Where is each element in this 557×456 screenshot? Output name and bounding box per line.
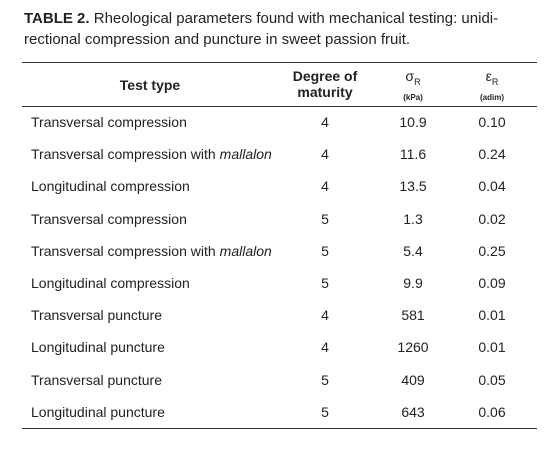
cell-stress: 1260 (397, 339, 429, 356)
header-degree: Degree of maturity (280, 68, 370, 100)
test-text: Transversal compression with (31, 146, 216, 163)
caption-line: rectional compression and puncture in sw… (24, 31, 411, 48)
cell-stress: 13.5 (399, 178, 427, 195)
cell-degree: 4 (321, 307, 329, 324)
cell-test: Longitudinal puncture (31, 337, 291, 357)
cell-strain: 0.02 (478, 210, 506, 227)
cell-strain: 0.04 (478, 178, 506, 195)
header-strain-symbol: εR (462, 68, 522, 90)
cell-strain: 0.01 (478, 339, 506, 356)
cell-strain: 0.05 (478, 371, 506, 388)
cell-strain: 0.10 (478, 114, 506, 130)
cell-test: Transversal compression (31, 209, 291, 229)
cell-stress: 643 (401, 403, 425, 420)
bottom-rule (22, 428, 537, 429)
cell-degree: 5 (321, 210, 329, 227)
cell-stress: 10.9 (399, 114, 427, 130)
header-strain: εR (adim) (462, 68, 522, 106)
cell-stress: 9.9 (403, 275, 423, 291)
subscript: R (414, 76, 421, 87)
cell-test: Transversal compression with mallalon (31, 241, 291, 261)
symbol: σ (405, 68, 415, 84)
header-stress-symbol: σR (383, 68, 443, 90)
cell-test: Transversal puncture (31, 370, 291, 390)
cell-stress: 1.3 (403, 210, 423, 227)
symbol: ε (485, 68, 492, 84)
caption-line: TABLE 2. Rheological parameters found wi… (24, 8, 544, 29)
test-text: Transversal compression (31, 114, 187, 130)
caption-label: TABLE 2. (24, 10, 90, 27)
top-rule (22, 62, 537, 63)
cell-test: Longitudinal compression (31, 176, 291, 196)
test-text: Longitudinal puncture (31, 339, 165, 356)
cell-strain: 0.24 (478, 146, 506, 163)
test-italic: mallalon (219, 146, 272, 163)
test-italic: mallalon (219, 242, 272, 259)
cell-stress: 11.6 (399, 146, 427, 163)
cell-strain: 0.06 (478, 403, 506, 420)
cell-degree: 5 (321, 403, 329, 420)
cell-test: Transversal puncture (31, 305, 291, 325)
test-text: Transversal puncture (31, 307, 162, 324)
test-text: Transversal compression with (31, 242, 216, 259)
header-stress-unit: (kPa) (403, 92, 423, 102)
header-stress: σR (kPa) (383, 68, 443, 106)
test-text: Longitudinal compression (31, 178, 190, 195)
cell-degree: 4 (321, 339, 329, 356)
cell-degree: 4 (321, 146, 329, 163)
cell-test: Longitudinal puncture (31, 402, 291, 422)
cell-degree: 5 (321, 371, 329, 388)
cell-strain: 0.25 (478, 242, 506, 259)
cell-degree: 4 (321, 114, 329, 130)
cell-stress: 5.4 (403, 242, 423, 259)
header-rule (22, 106, 537, 107)
test-text: Longitudinal puncture (31, 403, 165, 420)
header-degree-line: maturity (297, 84, 353, 100)
header-strain-unit: (adim) (480, 92, 504, 102)
caption: TABLE 2. Rheological parameters found wi… (24, 8, 544, 50)
cell-stress: 581 (401, 307, 425, 324)
cell-test: Transversal compression (31, 112, 291, 132)
test-text: Transversal compression (31, 210, 187, 227)
cell-degree: 4 (321, 178, 329, 195)
cell-stress: 409 (401, 371, 425, 388)
test-text: Transversal puncture (31, 371, 162, 388)
cell-test: Transversal compression with mallalon (31, 144, 291, 164)
cell-strain: 0.09 (478, 275, 506, 291)
header-test: Test type (119, 77, 181, 93)
cell-degree: 5 (321, 242, 329, 259)
cell-test: Longitudinal compression (31, 273, 291, 293)
test-text: Longitudinal compression (31, 275, 190, 291)
caption-text: Rheological parameters found with mechan… (93, 10, 499, 27)
cell-strain: 0.01 (478, 307, 506, 324)
subscript: R (491, 76, 499, 87)
cell-degree: 5 (321, 275, 329, 291)
header-degree-line: Degree of (292, 68, 358, 84)
